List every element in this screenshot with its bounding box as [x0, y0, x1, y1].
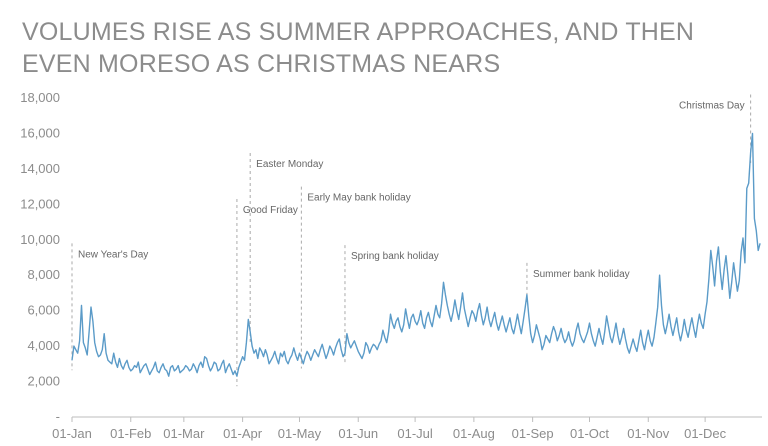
y-tick-label: 4,000	[27, 338, 60, 353]
annotation-label: New Year's Day	[78, 249, 148, 260]
x-tick-label: 01-Feb	[110, 426, 151, 441]
annotation-label: Spring bank holiday	[351, 251, 439, 262]
y-tick-label: 16,000	[20, 125, 60, 140]
x-tick-label: 01-Jul	[397, 426, 433, 441]
series-line	[71, 132, 761, 377]
annotation-label: Christmas Day	[679, 100, 745, 111]
y-tick-label: 10,000	[20, 232, 60, 247]
x-tick-label: 01-Oct	[570, 426, 609, 441]
y-tick-label: 12,000	[20, 196, 60, 211]
x-tick-label: 01-Sep	[512, 426, 554, 441]
chart-title: VOLUMES RISE AS SUMMER APPROACHES, AND T…	[22, 16, 694, 80]
x-tick-label: 01-Nov	[627, 426, 669, 441]
annotation-label: Summer bank holiday	[533, 269, 630, 280]
x-tick-label: 01-Dec	[684, 426, 726, 441]
x-tick-label: 01-Jun	[338, 426, 378, 441]
y-tick-label: 2,000	[27, 374, 60, 389]
y-tick-label: -	[56, 409, 60, 424]
annotation-label: Easter Monday	[256, 159, 323, 170]
annotation-label: Good Friday	[243, 205, 298, 216]
x-tick-label: 01-Jan	[52, 426, 92, 441]
x-tick-label: 01-Mar	[163, 426, 205, 441]
x-tick-label: 01-Apr	[223, 426, 263, 441]
chart-title-line-2: EVEN MORESO AS CHRISTMAS NEARS	[22, 50, 501, 78]
x-tick-label: 01-Aug	[453, 426, 495, 441]
annotation-label: Early May bank holiday	[307, 193, 410, 204]
chart-title-line-1: VOLUMES RISE AS SUMMER APPROACHES, AND T…	[22, 18, 695, 46]
x-tick-label: 01-May	[278, 426, 322, 441]
y-tick-label: 6,000	[27, 303, 60, 318]
y-tick-label: 14,000	[20, 161, 60, 176]
y-tick-label: 8,000	[27, 267, 60, 282]
y-tick-label: 18,000	[20, 90, 60, 105]
